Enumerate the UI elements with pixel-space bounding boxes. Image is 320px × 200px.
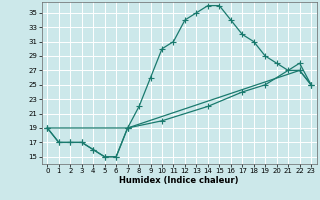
X-axis label: Humidex (Indice chaleur): Humidex (Indice chaleur) [119, 176, 239, 185]
